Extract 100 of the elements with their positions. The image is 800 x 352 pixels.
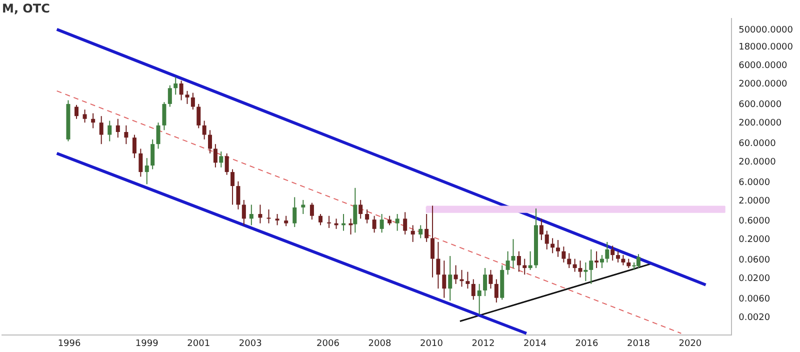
candlestick: [132, 134, 136, 159]
candlestick: [600, 254, 604, 269]
x-tick-label: 2016: [575, 338, 598, 349]
candlestick: [430, 205, 435, 278]
y-tick-label: 0.0060: [738, 294, 770, 304]
y-tick-label: 2.0000: [738, 196, 770, 206]
candlestick: [424, 213, 429, 242]
candlestick: [605, 241, 610, 263]
candlestick: [358, 199, 363, 220]
y-tick-label: 0.2000: [738, 235, 770, 246]
candlestick: [522, 258, 527, 276]
x-tick-label: 2001: [187, 338, 210, 349]
candlestick: [616, 250, 620, 263]
candlestick: [108, 120, 112, 142]
candlestick: [124, 124, 128, 145]
candlestick: [224, 152, 229, 176]
candlestick: [179, 80, 184, 101]
candlestick: [506, 250, 510, 276]
candlestick: [403, 212, 408, 235]
candlestick: [266, 208, 271, 224]
candlestick: [202, 120, 206, 140]
candlestick: [230, 168, 235, 206]
x-tick-label: 2020: [678, 338, 702, 349]
candlestick: [448, 255, 452, 302]
candlestick: [436, 241, 440, 290]
y-tick-label: 6000.0000: [738, 61, 788, 72]
x-tick-label: 2006: [316, 338, 340, 349]
candlestick: [156, 122, 160, 150]
x-tick-label: 2003: [238, 338, 262, 349]
candlestick: [626, 258, 631, 269]
candlestick: [584, 262, 588, 282]
candlestick: [162, 102, 166, 131]
y-tick-label: 20.0000: [738, 157, 776, 168]
candlestick: [185, 90, 190, 104]
candlestick: [567, 252, 572, 269]
candlestick: [511, 238, 516, 269]
candlestick: [365, 208, 370, 224]
candlestick: [494, 278, 498, 304]
candlestick: [82, 109, 87, 124]
x-tick-label: 2018: [627, 338, 650, 349]
candlestick: [310, 202, 314, 220]
candlestick: [466, 271, 470, 290]
candlestick: [544, 230, 549, 250]
candlestick: [388, 215, 392, 226]
candlestick: [516, 250, 521, 272]
y-tick-label: 2000.0000: [738, 80, 788, 90]
candlestick: [190, 92, 195, 110]
y-tick-label: 600.0000: [738, 100, 782, 110]
candlestick: [562, 246, 566, 263]
candlestick: [74, 104, 79, 120]
y-tick-label: 0.0020: [738, 312, 770, 323]
candlestick: [621, 254, 626, 266]
candlestick: [318, 213, 322, 226]
y-tick-label: 0.0200: [738, 274, 770, 284]
candlestick: [572, 258, 577, 272]
candlestick: [138, 148, 143, 178]
candlestick: [589, 248, 594, 284]
candlestick: [556, 240, 560, 258]
candlestick: [301, 199, 306, 214]
candlestick: [144, 158, 149, 185]
y-tick-label: 50000.0000: [738, 25, 794, 36]
candlestick: [578, 260, 582, 278]
candlestick: [292, 196, 297, 228]
y-tick-label: 200.0000: [738, 118, 782, 129]
candlestick: [594, 250, 599, 269]
candlestick: [550, 238, 555, 254]
candlestick: [636, 254, 640, 269]
y-tick-label: 60.0000: [738, 138, 776, 149]
candlestick: [442, 260, 446, 298]
candlestick: [418, 224, 423, 239]
candlestick: [471, 278, 476, 300]
y-tick-label: 0.0600: [738, 255, 770, 266]
candlestick: [208, 130, 212, 154]
candlestick: [395, 213, 400, 232]
candlestick: [150, 138, 155, 170]
candlestick: [275, 213, 280, 226]
candlestick: [460, 269, 464, 288]
y-tick-label: 18000.0000: [738, 42, 794, 53]
candlestick: [410, 224, 415, 242]
candlestick: [380, 213, 384, 234]
x-tick-label: 2014: [524, 338, 547, 349]
candlestick: [488, 269, 493, 290]
y-tick-label: 6.0000: [738, 178, 770, 188]
candlestick: [99, 116, 104, 145]
candlestick: [116, 118, 120, 138]
candlestick: [174, 76, 178, 96]
x-tick-label: 1999: [135, 338, 159, 349]
chart-title: M, OTC: [2, 1, 50, 16]
candlestick: [168, 84, 172, 108]
candlestick: [372, 215, 376, 234]
candlestick: [249, 204, 254, 226]
x-tick-label: 2012: [472, 338, 495, 349]
candlestick: [353, 187, 358, 234]
candlestick: [327, 215, 332, 228]
candlestick: [236, 180, 240, 210]
y-tick-label: 0.6000: [738, 216, 770, 227]
candlestick: [539, 218, 544, 241]
x-tick-label: 1996: [58, 338, 81, 349]
candlestick: [219, 150, 224, 168]
candlestick: [284, 215, 288, 227]
